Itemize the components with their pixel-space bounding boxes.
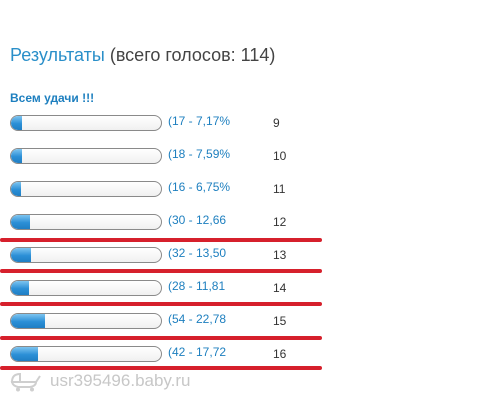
option-label: 10 — [273, 149, 287, 163]
highlight-line — [0, 302, 322, 306]
progress-bar — [10, 214, 162, 230]
poll-total-votes: (всего голосов: 114) — [109, 45, 276, 65]
option-stat[interactable]: (17 - 7,17% — [168, 114, 231, 128]
progress-fill — [11, 149, 23, 163]
progress-fill — [11, 281, 29, 295]
poll-option: (54 - 22,78 15 — [10, 312, 310, 331]
progress-fill — [11, 314, 46, 328]
option-label: 13 — [273, 248, 287, 262]
progress-bar — [10, 115, 162, 131]
highlight-line — [0, 336, 322, 340]
option-label: 14 — [273, 281, 287, 295]
progress-fill — [11, 215, 30, 229]
option-stat[interactable]: (18 - 7,59% — [168, 147, 231, 161]
option-stat[interactable]: (42 - 17,72 — [168, 345, 227, 359]
poll-option: (32 - 13,50 13 — [10, 246, 310, 265]
progress-fill — [11, 116, 22, 130]
progress-bar — [10, 280, 162, 296]
highlight-line — [0, 366, 322, 370]
option-label: 9 — [273, 116, 280, 130]
progress-bar — [10, 148, 162, 164]
poll-title-label: Результаты — [10, 45, 105, 65]
option-label: 11 — [273, 182, 286, 196]
watermark: usr395496.baby.ru — [8, 370, 191, 392]
progress-fill — [11, 248, 32, 262]
progress-bar — [10, 247, 162, 263]
option-label: 12 — [273, 215, 287, 229]
option-stat[interactable]: (16 - 6,75% — [168, 180, 231, 194]
highlight-line — [0, 269, 322, 273]
option-stat[interactable]: (28 - 11,81 — [168, 279, 226, 293]
progress-bar — [10, 346, 162, 362]
progress-bar — [10, 313, 162, 329]
poll-option: (18 - 7,59% 10 — [10, 147, 310, 166]
stroller-icon — [10, 372, 41, 392]
progress-bar — [10, 181, 162, 197]
watermark-text: usr395496.baby.ru — [50, 371, 191, 390]
highlight-line — [0, 238, 322, 242]
poll-option: (16 - 6,75% 11 — [10, 180, 310, 199]
poll-title: Результаты (всего голосов: 114) — [10, 44, 275, 66]
progress-fill — [11, 347, 38, 361]
option-stat[interactable]: (30 - 12,66 — [168, 213, 227, 227]
poll-option: (17 - 7,17% 9 — [10, 114, 310, 133]
option-stat[interactable]: (32 - 13,50 — [168, 246, 227, 260]
poll-option: (28 - 11,81 14 — [10, 279, 310, 298]
option-stat[interactable]: (54 - 22,78 — [168, 312, 227, 326]
option-label: 16 — [273, 347, 287, 361]
progress-fill — [11, 182, 22, 196]
poll-subtitle: Всем удачи !!! — [10, 91, 95, 105]
poll-option: (42 - 17,72 16 — [10, 345, 310, 364]
option-label: 15 — [273, 314, 287, 328]
poll-option: (30 - 12,66 12 — [10, 213, 310, 232]
